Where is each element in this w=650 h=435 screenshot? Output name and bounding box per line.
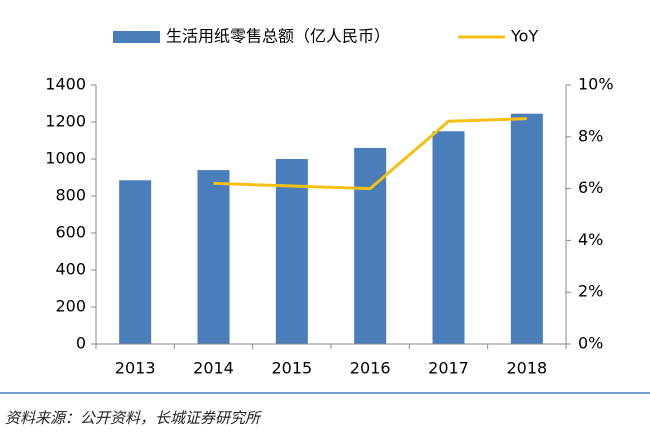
- legend-label: 生活用纸零售总额（亿人民币）: [166, 27, 390, 46]
- x-tick-label: 2017: [428, 359, 469, 378]
- x-tick-label: 2015: [271, 359, 312, 378]
- bar: [119, 180, 152, 344]
- legend-swatch: [113, 31, 160, 43]
- bar: [197, 170, 230, 344]
- source: 资料来源：公开资料，长城证券研究所: [5, 409, 262, 427]
- y-tick-label: 1400: [45, 75, 86, 94]
- y-tick-label: 1000: [45, 149, 86, 168]
- y-tick-label: 800: [55, 186, 86, 205]
- y2-tick-label: 10%: [578, 75, 614, 94]
- line: [213, 117, 527, 191]
- y-tick-label: 400: [55, 260, 86, 279]
- bar: [275, 159, 308, 344]
- x-tick-label: 2016: [350, 359, 391, 378]
- y2-tick-label: 0%: [578, 334, 603, 353]
- y2-tick-label: 2%: [578, 282, 603, 301]
- x-tick-label: 2013: [115, 359, 156, 378]
- y-tick-label: 1200: [45, 112, 86, 131]
- y-tick-label: 600: [55, 223, 86, 242]
- x-tick-label: 2018: [506, 359, 547, 378]
- legend-label: YoY: [510, 27, 538, 46]
- y2-tick-label: 8%: [578, 126, 603, 145]
- y2-tick-label: 4%: [578, 230, 603, 249]
- bar: [510, 113, 543, 344]
- y-tick-label: 200: [55, 297, 86, 316]
- y2-tick-label: 6%: [578, 178, 603, 197]
- x-tick-label: 2014: [193, 359, 234, 378]
- y-tick-label: 0: [76, 334, 86, 353]
- bar: [432, 131, 465, 344]
